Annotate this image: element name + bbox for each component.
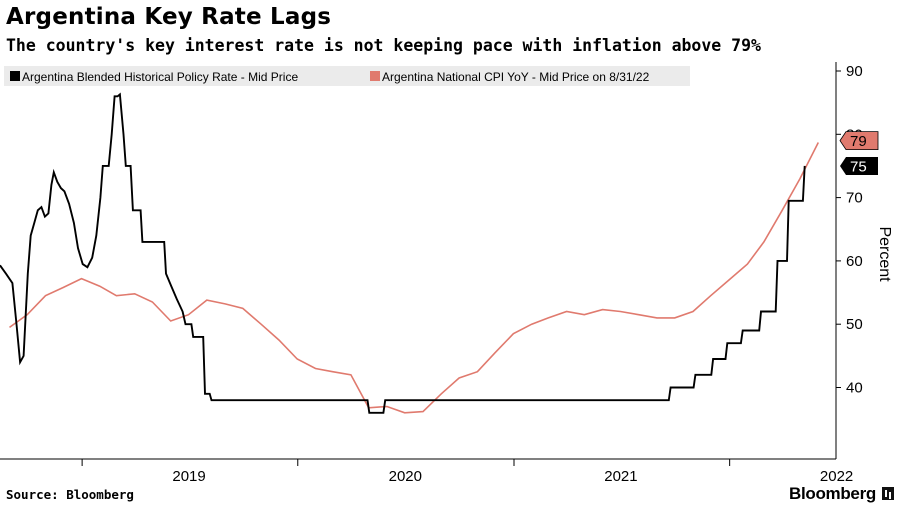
x-tick-label: 2020 bbox=[389, 468, 422, 485]
x-tick-label: 2019 bbox=[172, 468, 205, 485]
legend-label-cpi: Argentina National CPI YoY - Mid Price o… bbox=[382, 70, 650, 84]
badge-cpi-value: 79 bbox=[850, 133, 867, 150]
y-axis-ticks: 908070605040 bbox=[836, 63, 863, 397]
y-tick-label: 90 bbox=[846, 63, 863, 80]
series-line-policy-rate bbox=[0, 92, 806, 414]
x-axis-ticks: 2019 2020 2021 2022 bbox=[81, 459, 853, 485]
bloomberg-logo: Bloomberg bbox=[788, 484, 876, 503]
legend-swatch-policy-rate bbox=[10, 71, 20, 81]
series-line-cpi bbox=[9, 142, 820, 414]
badge-policy-rate-value: 75 bbox=[850, 158, 867, 175]
x-tick-label: 2022 bbox=[820, 468, 853, 485]
badge-cpi-shape bbox=[839, 131, 879, 151]
y-tick-label: 40 bbox=[846, 380, 863, 397]
badge-policy-rate-shape bbox=[840, 156, 878, 175]
source-note: Source: Bloomberg bbox=[6, 487, 134, 502]
y-tick-label: 50 bbox=[846, 316, 863, 333]
badge-cpi: 79 bbox=[839, 131, 879, 151]
chart-subtitle: The country's key interest rate is not k… bbox=[6, 36, 761, 55]
legend-label-policy-rate: Argentina Blended Historical Policy Rate… bbox=[22, 70, 298, 84]
bloomberg-terminal-icon bbox=[882, 487, 894, 500]
y-tick-label: 70 bbox=[846, 190, 863, 207]
y-axis-label: Percent bbox=[876, 226, 893, 282]
badge-policy-rate: 75 bbox=[840, 156, 878, 175]
legend-background bbox=[4, 66, 690, 86]
chart-title: Argentina Key Rate Lags bbox=[6, 4, 332, 30]
y-tick-label: 60 bbox=[846, 253, 863, 270]
legend-swatch-cpi bbox=[370, 71, 380, 81]
x-tick-label: 2021 bbox=[604, 468, 637, 485]
